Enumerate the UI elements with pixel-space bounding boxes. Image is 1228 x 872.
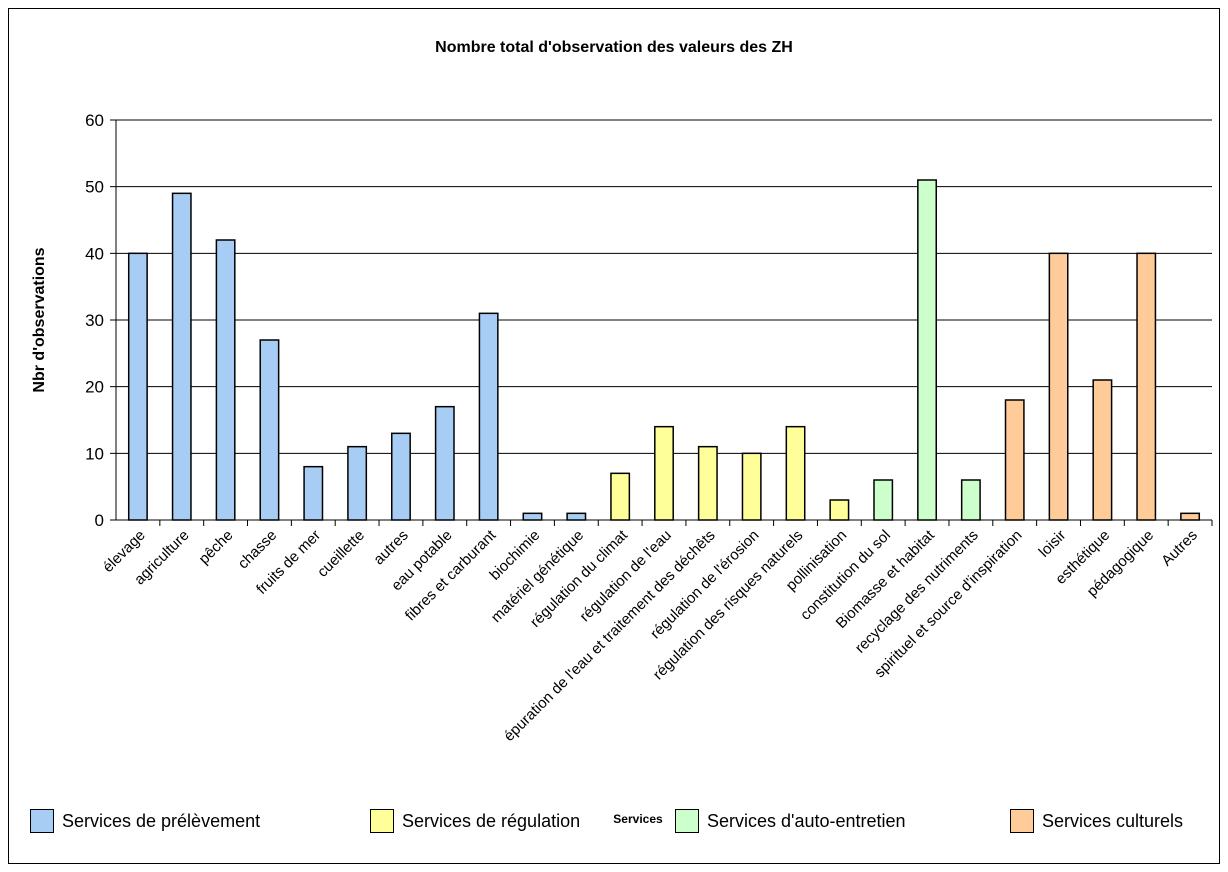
bar [654,425,674,521]
bar [741,452,762,521]
legend-item-regulation: Services de régulation [370,806,580,836]
legend-swatch-auto-entretien [675,809,699,833]
bar [1092,379,1113,521]
bar [785,425,806,521]
y-tick-label: 0 [95,511,104,530]
x-tick-label: Autres [1158,527,1201,570]
legend-swatch-prelevement [30,809,54,833]
bar [1048,252,1069,521]
bar [478,312,499,521]
bar [522,512,543,521]
bar [1136,252,1157,521]
bar [347,445,368,521]
bar [1004,399,1025,521]
bar [566,512,587,521]
bar [829,499,850,521]
legend-item-culturels: Services culturels [1010,806,1183,836]
x-tick-label: cueillette [314,527,368,581]
y-tick-label: 10 [85,444,104,463]
x-axis-label: Services [613,812,663,826]
bar [610,472,631,521]
bar [1180,512,1201,521]
x-tick-label: pêche [196,527,237,568]
bar [960,479,981,521]
y-axis-label: Nbr d'observations [31,247,48,392]
bar [873,479,894,521]
legend-item-prelevement: Services de prélèvement [30,806,260,836]
y-tick-label: 60 [85,111,104,130]
y-tick-label: 30 [85,311,104,330]
legend-label-prelevement: Services de prélèvement [62,810,261,831]
bar [391,432,411,521]
chart-title: Nombre total d'observation des valeurs d… [435,39,793,56]
y-tick-label: 50 [85,178,104,197]
legend-label-regulation: Services de régulation [402,810,581,831]
bar [215,239,236,521]
bar [917,179,937,521]
bar [259,339,280,521]
bar [434,405,455,521]
bar [127,252,148,521]
bar [303,465,324,521]
bar [697,445,718,521]
y-tick-label: 20 [85,378,104,397]
bar [171,192,192,521]
legend-label-culturels: Services culturels [1042,810,1184,831]
x-tick-label: autres [370,527,412,569]
legend-swatch-culturels [1010,809,1034,833]
legend-item-auto-entretien: Services d'auto-entretien [675,806,906,836]
y-tick-label: 40 [85,244,104,263]
legend-label-auto-entretien: Services d'auto-entretien [707,810,906,831]
x-tick-label: loisir [1036,527,1070,561]
legend-swatch-regulation [370,809,394,833]
